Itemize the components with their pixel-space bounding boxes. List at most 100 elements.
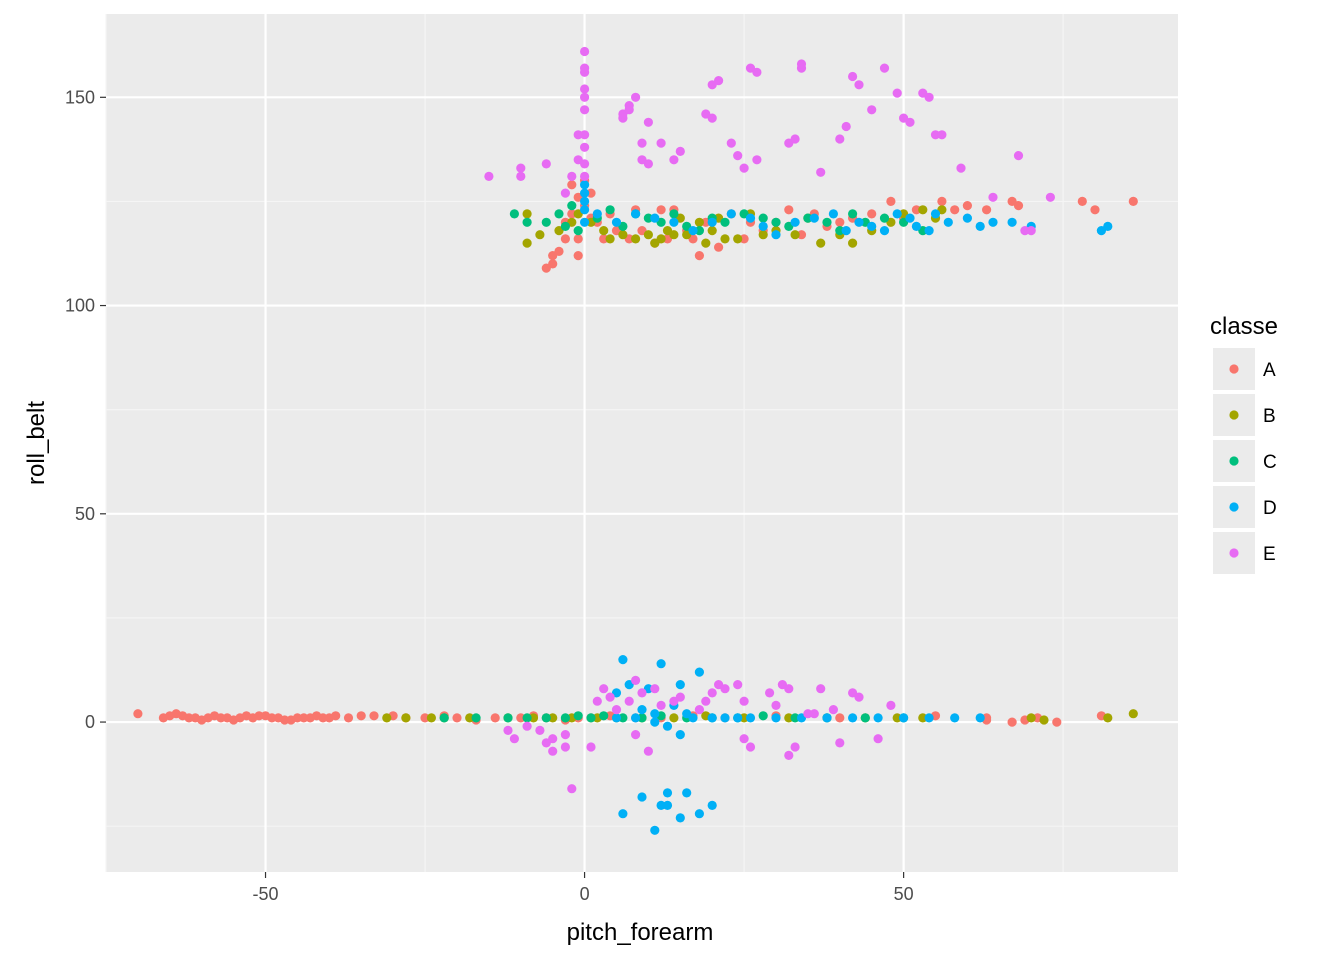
data-point-A xyxy=(318,713,328,723)
data-point-E xyxy=(771,700,781,711)
data-point-A xyxy=(184,713,194,723)
data-point-E xyxy=(790,134,800,144)
data-point-E xyxy=(752,155,762,165)
data-point-E xyxy=(930,130,941,140)
data-point-E xyxy=(599,684,609,694)
data-point-C xyxy=(758,213,768,223)
data-point-C xyxy=(567,201,577,211)
data-point-A xyxy=(796,230,807,240)
data-point-D xyxy=(650,213,660,223)
data-point-D xyxy=(631,209,641,219)
data-point-D xyxy=(675,680,685,690)
data-point-D xyxy=(873,713,883,723)
data-point-C xyxy=(554,209,564,219)
data-point-E xyxy=(816,167,826,177)
data-point-E xyxy=(1026,226,1036,236)
data-point-C xyxy=(879,213,890,223)
data-point-C xyxy=(860,713,870,723)
data-point-E xyxy=(733,151,743,161)
data-point-D xyxy=(867,221,877,231)
data-point-C xyxy=(720,217,730,227)
data-point-E xyxy=(592,696,602,706)
data-point-C xyxy=(560,713,571,723)
y-axis-ticks: 0 50 100 150 xyxy=(65,87,106,732)
data-point-C xyxy=(605,205,615,215)
data-point-D xyxy=(975,713,985,723)
data-point-E xyxy=(784,750,794,761)
data-point-D xyxy=(733,713,743,723)
data-point-D xyxy=(828,209,839,219)
data-point-E xyxy=(631,92,641,102)
x-axis-title: pitch_forearm xyxy=(567,919,714,946)
major-gridlines xyxy=(106,14,1178,872)
data-point-A xyxy=(950,205,960,215)
data-point-B xyxy=(790,230,800,240)
data-point-A xyxy=(356,711,366,721)
data-point-E xyxy=(605,692,615,702)
data-point-D xyxy=(682,788,692,798)
data-point-D xyxy=(924,713,934,723)
data-point-D xyxy=(580,217,590,227)
legend-label-D: D xyxy=(1263,498,1277,519)
data-point-D xyxy=(962,213,973,223)
data-point-D xyxy=(669,217,679,227)
data-point-C xyxy=(471,713,481,723)
data-point-C xyxy=(573,226,583,236)
data-point-A xyxy=(1007,717,1017,727)
data-point-A xyxy=(560,234,571,244)
data-point-B xyxy=(1039,715,1049,725)
data-point-B xyxy=(631,234,641,244)
data-point-C xyxy=(560,221,571,231)
data-point-E xyxy=(669,155,679,165)
data-point-E xyxy=(516,163,526,173)
data-point-C xyxy=(599,711,609,721)
data-point-C xyxy=(522,217,532,227)
data-point-E xyxy=(835,738,845,748)
data-point-E xyxy=(924,92,934,102)
data-point-D xyxy=(707,217,717,227)
data-point-B xyxy=(739,713,749,723)
data-point-D xyxy=(580,180,590,190)
data-point-E xyxy=(720,684,730,694)
data-point-E xyxy=(854,80,864,90)
data-point-D xyxy=(637,792,647,802)
data-point-E xyxy=(752,67,762,77)
data-point-D xyxy=(988,217,998,227)
data-point-A xyxy=(567,209,577,219)
data-point-A xyxy=(567,180,577,190)
data-point-D xyxy=(592,209,602,219)
data-point-D xyxy=(1007,217,1017,227)
data-point-E xyxy=(714,76,724,86)
data-point-E xyxy=(905,117,915,127)
data-point-B xyxy=(918,205,928,215)
data-point-A xyxy=(982,205,992,215)
data-point-D xyxy=(656,659,666,669)
y-tick-label: 50 xyxy=(75,504,95,524)
data-point-A xyxy=(331,711,341,721)
data-point-E xyxy=(522,721,532,731)
data-point-B xyxy=(784,713,794,723)
data-point-E xyxy=(535,725,545,736)
data-point-C xyxy=(522,713,532,723)
data-point-A xyxy=(656,205,666,215)
data-point-B xyxy=(720,234,730,244)
data-point-A xyxy=(937,196,947,206)
data-point-E xyxy=(784,684,794,694)
data-point-D xyxy=(650,717,660,727)
data-point-B xyxy=(1128,709,1138,719)
data-point-C xyxy=(541,217,551,227)
data-point-A xyxy=(714,242,724,252)
data-point-D xyxy=(809,213,819,223)
data-point-C xyxy=(694,226,705,236)
data-point-E xyxy=(886,700,896,711)
data-point-D xyxy=(662,800,673,811)
data-point-D xyxy=(637,705,647,715)
data-point-B xyxy=(1103,713,1113,723)
data-point-E xyxy=(624,101,634,111)
data-point-E xyxy=(675,692,685,702)
legend-marker-B xyxy=(1229,410,1239,420)
data-point-D xyxy=(720,713,730,723)
data-point-D xyxy=(694,809,705,819)
data-point-C xyxy=(439,713,449,723)
data-point-A xyxy=(694,251,705,261)
